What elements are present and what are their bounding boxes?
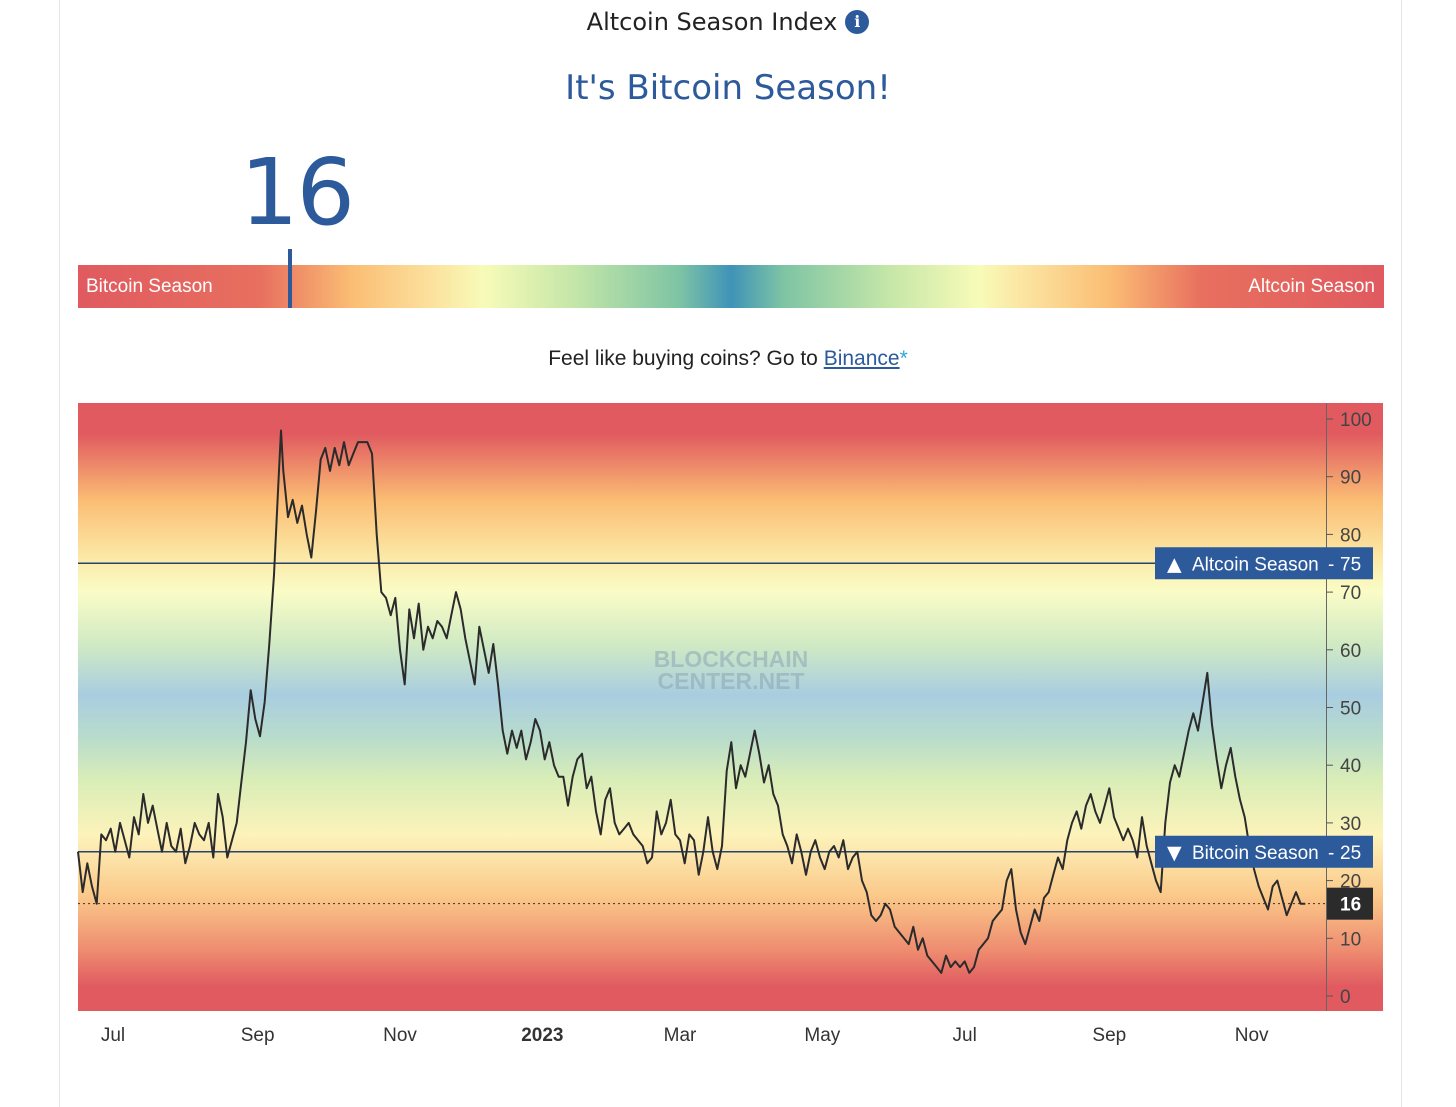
index-title: Altcoin Season Index	[586, 8, 838, 36]
y-tick-label: 50	[1340, 699, 1361, 720]
chart-background	[78, 403, 1383, 1011]
y-tick-label: 60	[1340, 641, 1361, 662]
x-tick-label: Nov	[1235, 1025, 1269, 1046]
y-tick-label: 100	[1340, 410, 1372, 431]
threshold-badge: ▼ Bitcoin Season -25	[1155, 835, 1373, 868]
threshold-badge-bg	[1155, 547, 1373, 580]
season-headline: It's Bitcoin Season!	[565, 68, 891, 108]
y-tick-label: 90	[1340, 468, 1361, 489]
y-tick-label: 70	[1340, 583, 1361, 604]
gauge-label-altcoin-season: Altcoin Season	[1248, 276, 1375, 297]
current-value-label: 16	[1340, 895, 1361, 916]
x-tick-label: Sep	[241, 1025, 275, 1046]
y-tick-label: 0	[1340, 987, 1351, 1008]
threshold-separator: -	[1328, 554, 1334, 575]
x-tick-label: Mar	[664, 1025, 697, 1046]
index-series-line	[77, 429, 1306, 974]
threshold-label: Altcoin Season	[1192, 554, 1319, 575]
threshold-value: 75	[1340, 554, 1361, 575]
binance-link[interactable]: Binance	[823, 347, 900, 370]
threshold-badge: ▲ Altcoin Season -75	[1155, 547, 1373, 580]
threshold-badge-bg	[1155, 835, 1373, 868]
y-tick-label: 20	[1340, 872, 1361, 893]
watermark-line: CENTER.NET	[658, 668, 805, 694]
affiliate-asterisk: *	[899, 347, 908, 370]
watermark-line: BLOCKCHAIN	[654, 646, 809, 672]
gauge-current-marker	[287, 249, 292, 308]
buy-coins-text: Feel like buying coins? Go to	[548, 347, 824, 370]
gauge-label-bitcoin-season: Bitcoin Season	[86, 276, 213, 297]
x-tick-label: Nov	[383, 1025, 417, 1046]
y-tick-label: 40	[1340, 756, 1361, 777]
current-index-value: 16	[240, 139, 355, 246]
threshold-separator: -	[1328, 843, 1334, 864]
threshold-value: 25	[1340, 843, 1361, 864]
y-tick-label: 10	[1340, 929, 1361, 950]
y-tick-label: 30	[1340, 814, 1361, 835]
x-tick-label: 2023	[521, 1025, 563, 1046]
buy-coins-prompt: Feel like buying coins? Go to Binance*	[0, 343, 1456, 375]
x-tick-label: Jul	[101, 1025, 125, 1046]
right-frame-divider	[1401, 0, 1402, 1107]
y-tick-label: 80	[1340, 525, 1361, 546]
threshold-arrow: ▼	[1167, 842, 1182, 864]
info-icon[interactable]: i	[845, 10, 870, 34]
threshold-label: Bitcoin Season	[1192, 843, 1319, 864]
x-tick-label: Sep	[1092, 1025, 1126, 1046]
current-value-badge	[1327, 887, 1373, 920]
threshold-arrow: ▲	[1167, 553, 1182, 575]
x-tick-label: May	[804, 1025, 840, 1046]
left-frame-divider	[59, 0, 60, 1107]
season-gauge-bar: Bitcoin Season Altcoin Season	[78, 265, 1384, 308]
x-tick-label: Jul	[953, 1025, 977, 1046]
index-title-row: Altcoin Season Index i	[0, 4, 1456, 40]
